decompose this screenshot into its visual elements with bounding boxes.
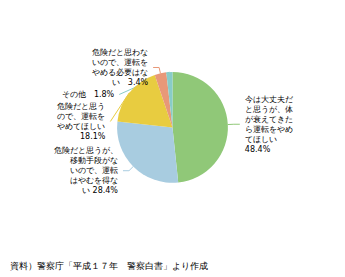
svg-text:ら運転をやめ: ら運転をやめ [245,125,293,134]
svg-text:やめる必要はな: やめる必要はな [92,68,148,77]
svg-text:いので、運転: いので、運転 [70,166,118,175]
svg-text:その他 1.8%: その他 1.8% [62,90,115,99]
svg-text:移動手段がな: 移動手段がな [70,156,118,165]
svg-text:が衰えてきた: が衰えてきた [245,115,293,124]
svg-text:やめてほしい: やめてほしい [57,122,105,131]
svg-text:48.4%: 48.4% [245,145,271,154]
svg-text:危険だと思うが、: 危険だと思うが、 [54,146,118,155]
svg-text:危険だと思わな: 危険だと思わな [92,48,148,57]
svg-text:18.1%: 18.1% [80,132,106,141]
svg-text:てほしい: てほしい [245,135,277,144]
svg-text:ので、運転を: ので、運転を [57,112,105,121]
svg-text:い 28.4%: い 28.4% [82,186,118,195]
svg-text:いので、運転を: いので、運転を [92,58,148,67]
svg-text:今は大丈夫だ: 今は大丈夫だ [245,95,293,104]
svg-text:と思うが、体: と思うが、体 [245,105,293,114]
svg-text:資料）警察庁「平成１７年 警察白書」より作成: 資料）警察庁「平成１７年 警察白書」より作成 [10,261,208,271]
svg-text:危険だと思う: 危険だと思う [57,102,105,111]
svg-text:い 3.4%: い 3.4% [112,78,149,87]
svg-text:はやむを得な: はやむを得な [70,176,118,185]
